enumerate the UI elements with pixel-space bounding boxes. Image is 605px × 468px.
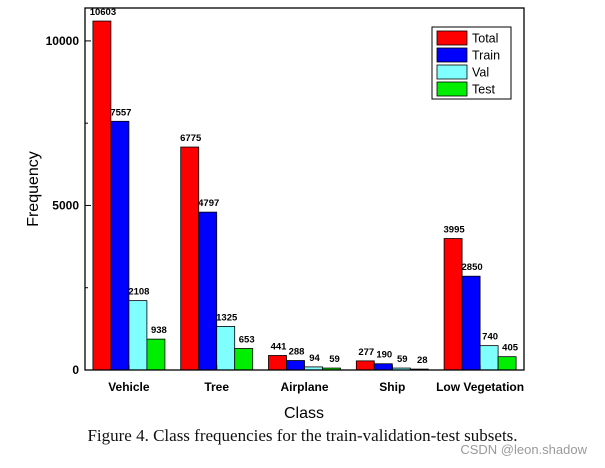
legend-label-val: Val xyxy=(472,66,489,80)
y-axis-title: Frequency xyxy=(25,151,42,227)
legend: Total Train Val Test xyxy=(431,26,512,100)
y-tick-label: 0 xyxy=(72,363,79,377)
y-tick-label: 10000 xyxy=(46,34,80,48)
legend-swatch-train xyxy=(436,47,468,63)
data-label: 653 xyxy=(239,335,255,346)
bar-total-ship xyxy=(355,360,375,371)
bar-val-vehicle xyxy=(128,300,148,371)
bar-test-low-vegetation xyxy=(497,356,517,371)
y-axis: 0 5000 10000 xyxy=(46,34,91,377)
bar-total-low-vegetation xyxy=(443,238,463,371)
x-axis-title: Class xyxy=(284,405,324,422)
data-label: 441 xyxy=(271,341,288,352)
data-label: 190 xyxy=(376,350,392,361)
data-label: 405 xyxy=(502,343,519,354)
data-label: 740 xyxy=(482,332,498,343)
bar-val-tree xyxy=(216,325,236,371)
data-label: 59 xyxy=(329,354,340,365)
data-label: 4797 xyxy=(198,198,219,209)
data-label: 938 xyxy=(151,325,167,336)
x-tick-label: Airplane xyxy=(280,380,328,394)
data-label: 6775 xyxy=(180,133,202,144)
data-label: 1325 xyxy=(216,312,238,323)
data-label: 59 xyxy=(397,354,408,365)
legend-label-test: Test xyxy=(472,83,495,97)
bar-val-low-vegetation xyxy=(479,345,499,371)
legend-swatch-val xyxy=(436,64,468,80)
data-labels-group: 10603 7557 2108 938 6775 4797 1325 653 441 288 94 5… xyxy=(90,7,519,366)
legend-swatch-test xyxy=(436,81,468,97)
bar-chart: 10603 7557 2108 938 6775 4797 1325 653 441 288 94 5… xyxy=(25,7,525,422)
data-label: 2108 xyxy=(128,287,149,298)
bar-total-vehicle xyxy=(92,20,112,371)
x-tick-label: Low Vegetation xyxy=(436,380,524,394)
data-label: 277 xyxy=(358,347,374,358)
data-label: 2850 xyxy=(462,262,483,273)
data-label: 94 xyxy=(309,353,320,364)
data-label: 10603 xyxy=(90,7,116,18)
data-label: 7557 xyxy=(110,107,131,118)
watermark: CSDN @leon.shadow xyxy=(460,442,587,457)
bar-test-tree xyxy=(234,348,254,371)
bar-total-airplane xyxy=(268,355,287,371)
bars-group xyxy=(92,20,517,371)
bar-train-low-vegetation xyxy=(461,275,481,371)
x-tick-label: Ship xyxy=(379,380,405,394)
x-tick-label: Tree xyxy=(204,380,229,394)
data-label: 288 xyxy=(289,347,305,358)
bar-train-ship xyxy=(373,363,393,371)
legend-swatch-total xyxy=(436,30,468,46)
bar-total-tree xyxy=(180,146,200,371)
data-label: 28 xyxy=(417,355,428,366)
legend-label-train: Train xyxy=(472,49,500,63)
legend-label-total: Total xyxy=(472,32,498,46)
bar-train-tree xyxy=(198,211,218,371)
bar-train-airplane xyxy=(286,360,305,371)
x-axis: Vehicle Tree Airplane Ship Low Vegetation xyxy=(108,365,524,394)
x-tick-label: Vehicle xyxy=(108,380,150,394)
figure-caption: Figure 4. Class frequencies for the trai… xyxy=(87,426,518,445)
bar-train-vehicle xyxy=(110,120,130,371)
y-tick-label: 5000 xyxy=(52,198,79,212)
data-label: 3995 xyxy=(444,225,466,236)
bar-test-vehicle xyxy=(146,338,166,371)
